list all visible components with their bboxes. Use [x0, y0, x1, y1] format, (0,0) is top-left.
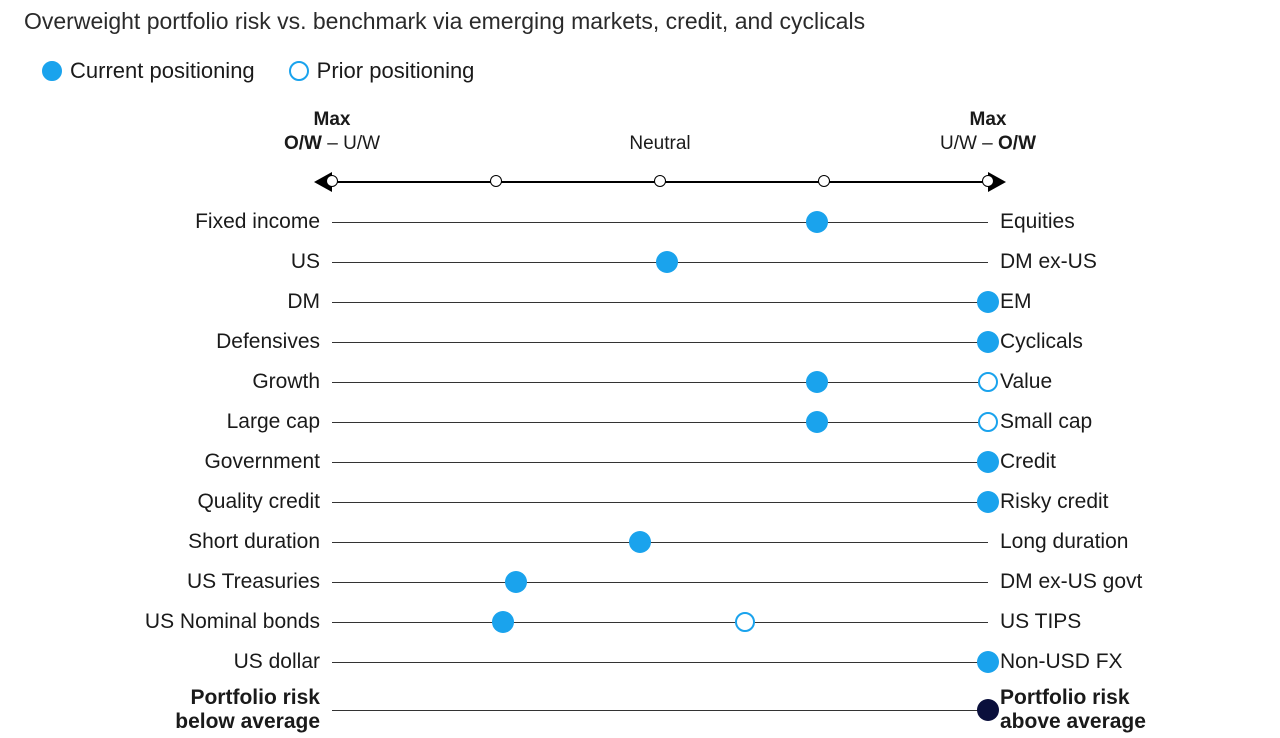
current-marker: [977, 491, 999, 513]
positioning-row: Fixed income Equities: [0, 202, 1280, 242]
row-track: [332, 710, 988, 711]
row-label-right: Long duration: [1000, 530, 1128, 554]
axis-right-uw: U/W –: [940, 133, 998, 154]
prior-marker: [735, 612, 755, 632]
current-marker: [629, 531, 651, 553]
row-label-left: US Treasuries: [187, 570, 320, 594]
rows-container: Fixed income Equities US DM ex-US DM EM Defens…: [0, 202, 1280, 738]
row-track: [332, 582, 988, 583]
current-marker: [977, 331, 999, 353]
current-marker: [977, 651, 999, 673]
axis-left-max: Max: [314, 109, 351, 130]
row-label-left: Government: [204, 450, 320, 474]
row-label-left: Growth: [252, 370, 320, 394]
current-marker: [656, 251, 678, 273]
row-label-left: Large cap: [227, 410, 320, 434]
row-label-right: Cyclicals: [1000, 330, 1083, 354]
axis-tick: [490, 175, 502, 187]
row-label-right: Small cap: [1000, 410, 1092, 434]
positioning-row: Quality credit Risky credit: [0, 482, 1280, 522]
positioning-row: US Treasuries DM ex-US govt: [0, 562, 1280, 602]
row-track: [332, 222, 988, 223]
axis-left-ow: O/W: [284, 133, 322, 154]
row-track: [332, 542, 988, 543]
prior-marker: [978, 372, 998, 392]
row-label-right: Credit: [1000, 450, 1056, 474]
row-track: [332, 342, 988, 343]
row-label-left: Short duration: [188, 530, 320, 554]
current-marker: [977, 291, 999, 313]
row-label-right: Portfolio riskabove average: [1000, 686, 1146, 734]
row-track: [332, 382, 988, 383]
row-track: [332, 662, 988, 663]
current-marker: [806, 371, 828, 393]
current-marker: [977, 699, 999, 721]
row-track: [332, 502, 988, 503]
legend-prior-dot: [289, 61, 309, 81]
row-track: [332, 462, 988, 463]
row-label-right: DM ex-US govt: [1000, 570, 1142, 594]
row-track: [332, 422, 988, 423]
row-label-right: EM: [1000, 290, 1032, 314]
axis-left-label: Max O/W – U/W: [284, 108, 380, 156]
row-label-right: DM ex-US: [1000, 250, 1097, 274]
legend-current-dot: [42, 61, 62, 81]
axis-left-uw: – U/W: [322, 133, 380, 154]
legend-prior-label: Prior positioning: [317, 58, 475, 84]
current-marker: [492, 611, 514, 633]
axis-right-label: Max U/W – O/W: [940, 108, 1036, 156]
positioning-row: Short duration Long duration: [0, 522, 1280, 562]
row-label-right: US TIPS: [1000, 610, 1081, 634]
axis-header: Max O/W – U/W Neutral Max U/W – O/W: [0, 108, 1280, 168]
row-label-right: Risky credit: [1000, 490, 1109, 514]
row-track: [332, 622, 988, 623]
positioning-chart: Max O/W – U/W Neutral Max U/W – O/W Fixe…: [0, 108, 1280, 738]
row-label-right: Value: [1000, 370, 1052, 394]
current-marker: [505, 571, 527, 593]
row-label-left: Fixed income: [195, 210, 320, 234]
legend-prior: Prior positioning: [289, 58, 475, 84]
axis-tick: [982, 175, 994, 187]
row-label-left: Portfolio riskbelow average: [175, 686, 320, 734]
row-label-right: Non-USD FX: [1000, 650, 1123, 674]
axis-track: [0, 170, 1280, 194]
axis-tick: [326, 175, 338, 187]
axis-right-ow: O/W: [998, 133, 1036, 154]
legend: Current positioning Prior positioning: [42, 58, 474, 84]
row-label-left: US dollar: [234, 650, 320, 674]
current-marker: [806, 211, 828, 233]
row-label-left: US Nominal bonds: [145, 610, 320, 634]
axis-right-max: Max: [970, 109, 1007, 130]
prior-marker: [978, 412, 998, 432]
current-marker: [977, 451, 999, 473]
legend-current-label: Current positioning: [70, 58, 255, 84]
positioning-row: Growth Value: [0, 362, 1280, 402]
positioning-row: US dollar Non-USD FX: [0, 642, 1280, 682]
axis-tick: [654, 175, 666, 187]
row-label-right: Equities: [1000, 210, 1075, 234]
positioning-row: US DM ex-US: [0, 242, 1280, 282]
positioning-row: US Nominal bonds US TIPS: [0, 602, 1280, 642]
positioning-row: Defensives Cyclicals: [0, 322, 1280, 362]
row-label-left: Quality credit: [197, 490, 320, 514]
positioning-row: Portfolio riskbelow average Portfolio ris…: [0, 682, 1280, 738]
current-marker: [806, 411, 828, 433]
positioning-row: Large cap Small cap: [0, 402, 1280, 442]
legend-current: Current positioning: [42, 58, 255, 84]
row-label-left: US: [291, 250, 320, 274]
axis-center-label: Neutral: [629, 132, 690, 156]
row-track: [332, 302, 988, 303]
positioning-row: DM EM: [0, 282, 1280, 322]
chart-title: Overweight portfolio risk vs. benchmark …: [24, 8, 865, 35]
row-label-left: Defensives: [216, 330, 320, 354]
axis-tick: [818, 175, 830, 187]
row-label-left: DM: [287, 290, 320, 314]
positioning-row: Government Credit: [0, 442, 1280, 482]
